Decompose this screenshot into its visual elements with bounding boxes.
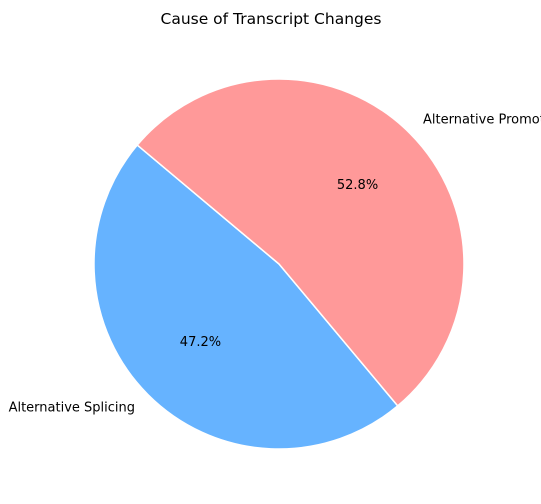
chart-title: Cause of Transcript Changes — [161, 10, 382, 28]
pie-percent-label-alternative-promoters: 52.8% — [337, 178, 378, 193]
pie-labels: 47.2% Alternative Splicing 52.8% Alternativ… — [9, 113, 541, 416]
pie-percent-label-alternative-splicing: 47.2% — [180, 335, 221, 350]
pie-category-label-alternative-splicing: Alternative Splicing — [9, 400, 135, 415]
pie-slices — [93, 78, 465, 450]
pie-slice-alternative-promoters — [136, 78, 465, 407]
pie-category-label-alternative-promoters: Alternative Promoters — [423, 113, 541, 128]
pie-slice-alternative-splicing — [93, 144, 399, 450]
